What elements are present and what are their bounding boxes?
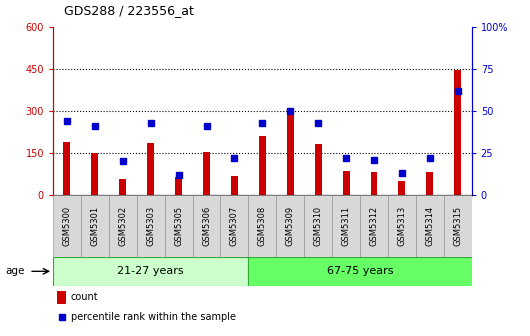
Text: age: age: [5, 266, 25, 276]
Bar: [287, 110, 294, 195]
Text: GSM5315: GSM5315: [453, 206, 462, 246]
Bar: [342, 171, 350, 195]
Text: GSM5301: GSM5301: [91, 206, 99, 246]
Bar: [53, 195, 81, 257]
Bar: [147, 143, 154, 195]
Bar: [370, 172, 377, 195]
Bar: [81, 195, 109, 257]
Text: GSM5309: GSM5309: [286, 206, 295, 246]
Bar: [57, 291, 66, 304]
Bar: [388, 195, 416, 257]
Text: percentile rank within the sample: percentile rank within the sample: [70, 312, 236, 322]
Bar: [192, 195, 220, 257]
Text: GSM5303: GSM5303: [146, 206, 155, 246]
Bar: [399, 181, 405, 195]
Text: count: count: [70, 292, 98, 302]
Bar: [203, 152, 210, 195]
Bar: [444, 195, 472, 257]
Bar: [64, 142, 70, 195]
Bar: [426, 172, 434, 195]
Text: GSM5302: GSM5302: [118, 206, 127, 246]
Bar: [249, 195, 276, 257]
Text: GSM5314: GSM5314: [426, 206, 434, 246]
Text: GSM5312: GSM5312: [369, 206, 378, 246]
Bar: [175, 177, 182, 195]
Bar: [53, 257, 249, 286]
Text: GSM5307: GSM5307: [230, 206, 239, 246]
Bar: [137, 195, 165, 257]
Bar: [360, 195, 388, 257]
Bar: [165, 195, 192, 257]
Bar: [416, 195, 444, 257]
Bar: [315, 144, 322, 195]
Bar: [259, 136, 266, 195]
Bar: [220, 195, 249, 257]
Text: GSM5305: GSM5305: [174, 206, 183, 246]
Bar: [109, 195, 137, 257]
Text: GSM5310: GSM5310: [314, 206, 323, 246]
Bar: [332, 195, 360, 257]
Bar: [249, 257, 472, 286]
Bar: [91, 154, 99, 195]
Text: 67-75 years: 67-75 years: [327, 266, 393, 276]
Text: GSM5306: GSM5306: [202, 206, 211, 246]
Text: GDS288 / 223556_at: GDS288 / 223556_at: [64, 4, 193, 17]
Bar: [119, 179, 126, 195]
Bar: [304, 195, 332, 257]
Text: GSM5311: GSM5311: [342, 206, 350, 246]
Bar: [454, 70, 461, 195]
Text: GSM5313: GSM5313: [398, 206, 407, 246]
Text: 21-27 years: 21-27 years: [117, 266, 184, 276]
Text: GSM5300: GSM5300: [63, 206, 72, 246]
Bar: [231, 176, 238, 195]
Bar: [276, 195, 304, 257]
Text: GSM5308: GSM5308: [258, 206, 267, 246]
